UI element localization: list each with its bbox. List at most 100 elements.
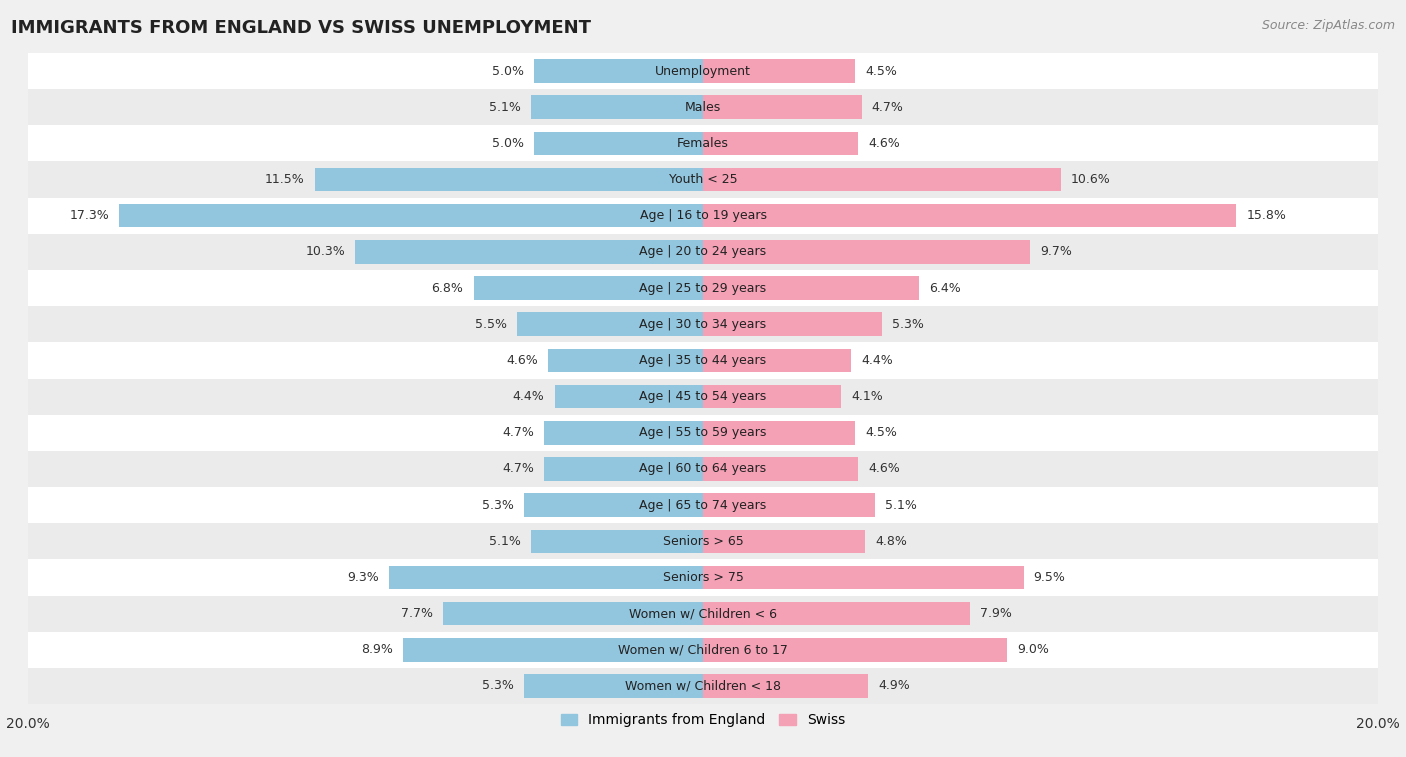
- Bar: [315, 168, 703, 192]
- Text: Youth < 25: Youth < 25: [669, 173, 737, 186]
- Bar: [703, 674, 869, 698]
- Text: 20.0%: 20.0%: [1355, 717, 1400, 731]
- Bar: [703, 276, 920, 300]
- Bar: [356, 240, 703, 263]
- Bar: [703, 638, 1007, 662]
- Text: IMMIGRANTS FROM ENGLAND VS SWISS UNEMPLOYMENT: IMMIGRANTS FROM ENGLAND VS SWISS UNEMPLO…: [11, 19, 592, 37]
- Text: Age | 60 to 64 years: Age | 60 to 64 years: [640, 463, 766, 475]
- Bar: [544, 457, 703, 481]
- Bar: [524, 494, 703, 517]
- Text: 9.3%: 9.3%: [347, 571, 380, 584]
- Bar: [534, 132, 703, 155]
- Text: 9.7%: 9.7%: [1040, 245, 1073, 258]
- Bar: [703, 529, 865, 553]
- Bar: [544, 421, 703, 444]
- Text: Seniors > 65: Seniors > 65: [662, 534, 744, 548]
- Bar: [703, 59, 855, 83]
- Bar: [703, 457, 858, 481]
- Bar: [120, 204, 703, 228]
- Bar: [703, 95, 862, 119]
- Bar: [28, 596, 1378, 631]
- Bar: [703, 494, 875, 517]
- Text: 6.4%: 6.4%: [929, 282, 960, 294]
- Bar: [531, 95, 703, 119]
- Text: 7.7%: 7.7%: [401, 607, 433, 620]
- Text: Age | 65 to 74 years: Age | 65 to 74 years: [640, 499, 766, 512]
- Bar: [28, 342, 1378, 378]
- Text: 9.5%: 9.5%: [1033, 571, 1066, 584]
- Text: Women w/ Children < 18: Women w/ Children < 18: [626, 680, 780, 693]
- Text: 5.3%: 5.3%: [482, 680, 515, 693]
- Bar: [443, 602, 703, 625]
- Bar: [28, 451, 1378, 487]
- Bar: [28, 378, 1378, 415]
- Text: 4.6%: 4.6%: [506, 354, 537, 367]
- Text: Females: Females: [678, 137, 728, 150]
- Text: 4.6%: 4.6%: [869, 463, 900, 475]
- Bar: [28, 306, 1378, 342]
- Text: 5.1%: 5.1%: [886, 499, 917, 512]
- Text: 4.4%: 4.4%: [513, 390, 544, 403]
- Bar: [703, 385, 841, 408]
- Bar: [28, 126, 1378, 161]
- Text: Age | 25 to 29 years: Age | 25 to 29 years: [640, 282, 766, 294]
- Text: Women w/ Children < 6: Women w/ Children < 6: [628, 607, 778, 620]
- Bar: [703, 602, 970, 625]
- Text: 4.7%: 4.7%: [872, 101, 904, 114]
- Text: 9.0%: 9.0%: [1017, 643, 1049, 656]
- Text: 15.8%: 15.8%: [1246, 209, 1286, 223]
- Bar: [28, 631, 1378, 668]
- Bar: [703, 240, 1031, 263]
- Text: 7.9%: 7.9%: [980, 607, 1011, 620]
- Bar: [28, 198, 1378, 234]
- Bar: [389, 565, 703, 589]
- Text: 5.3%: 5.3%: [482, 499, 515, 512]
- Text: Women w/ Children 6 to 17: Women w/ Children 6 to 17: [619, 643, 787, 656]
- Text: 4.5%: 4.5%: [865, 64, 897, 77]
- Text: 20.0%: 20.0%: [6, 717, 51, 731]
- Bar: [703, 421, 855, 444]
- Bar: [402, 638, 703, 662]
- Text: 10.6%: 10.6%: [1071, 173, 1111, 186]
- Text: Males: Males: [685, 101, 721, 114]
- Text: Age | 20 to 24 years: Age | 20 to 24 years: [640, 245, 766, 258]
- Text: 4.9%: 4.9%: [879, 680, 910, 693]
- Bar: [517, 313, 703, 336]
- Bar: [28, 668, 1378, 704]
- Text: Age | 30 to 34 years: Age | 30 to 34 years: [640, 318, 766, 331]
- Text: 5.0%: 5.0%: [492, 137, 524, 150]
- Text: 8.9%: 8.9%: [361, 643, 392, 656]
- Text: 5.1%: 5.1%: [489, 534, 520, 548]
- Bar: [524, 674, 703, 698]
- Text: Age | 16 to 19 years: Age | 16 to 19 years: [640, 209, 766, 223]
- Bar: [703, 565, 1024, 589]
- Text: 17.3%: 17.3%: [69, 209, 110, 223]
- Text: Age | 45 to 54 years: Age | 45 to 54 years: [640, 390, 766, 403]
- Text: 11.5%: 11.5%: [266, 173, 305, 186]
- Text: Source: ZipAtlas.com: Source: ZipAtlas.com: [1261, 19, 1395, 32]
- Bar: [534, 59, 703, 83]
- Bar: [703, 168, 1060, 192]
- Text: Seniors > 75: Seniors > 75: [662, 571, 744, 584]
- Text: 10.3%: 10.3%: [305, 245, 346, 258]
- Bar: [703, 132, 858, 155]
- Text: 4.5%: 4.5%: [865, 426, 897, 439]
- Bar: [28, 415, 1378, 451]
- Text: 4.7%: 4.7%: [502, 426, 534, 439]
- Text: 4.4%: 4.4%: [862, 354, 893, 367]
- Bar: [28, 487, 1378, 523]
- Bar: [28, 234, 1378, 270]
- Text: 4.7%: 4.7%: [502, 463, 534, 475]
- Text: 5.5%: 5.5%: [475, 318, 508, 331]
- Text: Age | 35 to 44 years: Age | 35 to 44 years: [640, 354, 766, 367]
- Bar: [28, 270, 1378, 306]
- Text: 6.8%: 6.8%: [432, 282, 464, 294]
- Bar: [28, 161, 1378, 198]
- Text: 4.6%: 4.6%: [869, 137, 900, 150]
- Text: Age | 55 to 59 years: Age | 55 to 59 years: [640, 426, 766, 439]
- Legend: Immigrants from England, Swiss: Immigrants from England, Swiss: [555, 708, 851, 733]
- Text: 5.1%: 5.1%: [489, 101, 520, 114]
- Text: 5.0%: 5.0%: [492, 64, 524, 77]
- Bar: [474, 276, 703, 300]
- Bar: [28, 559, 1378, 596]
